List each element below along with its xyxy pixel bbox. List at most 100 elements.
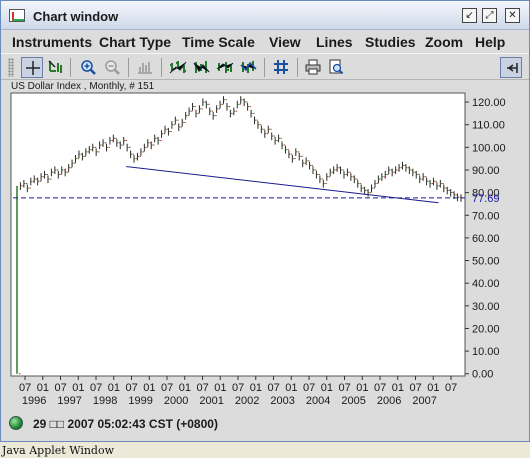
grid-toggle-button[interactable] bbox=[270, 57, 292, 78]
y-tick-label: 20.00 bbox=[472, 323, 500, 335]
bar-chart-button[interactable] bbox=[134, 57, 156, 78]
y-tick-label: 10.00 bbox=[472, 346, 500, 358]
title-bar[interactable]: Chart window ↙ ⤢ ✕ bbox=[1, 1, 529, 30]
x-year-label: 2005 bbox=[341, 395, 365, 407]
x-month-label: 01 bbox=[427, 382, 439, 394]
status-timestamp: 29 □□ 2007 05:02:43 CST (+0800) bbox=[33, 417, 218, 431]
dock-icon bbox=[507, 63, 518, 73]
y-tick-label: 70.00 bbox=[472, 210, 500, 222]
menu-instruments[interactable]: Instruments bbox=[12, 34, 93, 50]
bar-chart-icon bbox=[138, 62, 152, 74]
hlc-bars-icon bbox=[216, 62, 234, 73]
x-month-label: 07 bbox=[232, 382, 244, 394]
y-tick-label: 40.00 bbox=[472, 278, 500, 290]
x-month-label: 01 bbox=[250, 382, 262, 394]
x-year-label: 1998 bbox=[93, 395, 117, 407]
print-icon bbox=[305, 59, 321, 75]
crosshair-button[interactable] bbox=[21, 57, 43, 78]
toolbar-separator bbox=[161, 58, 162, 77]
x-year-label: 2007 bbox=[412, 395, 436, 407]
x-month-label: 01 bbox=[37, 382, 49, 394]
menu-zoom[interactable]: Zoom bbox=[425, 34, 464, 50]
x-month-label: 01 bbox=[392, 382, 404, 394]
x-year-label: 2001 bbox=[199, 395, 223, 407]
window-title: Chart window bbox=[33, 9, 119, 24]
x-month-label: 07 bbox=[197, 382, 209, 394]
x-month-label: 07 bbox=[445, 382, 457, 394]
x-year-label: 2004 bbox=[306, 395, 330, 407]
y-tick-label: 110.00 bbox=[472, 120, 505, 132]
x-month-label: 01 bbox=[143, 382, 155, 394]
menu-time-scale[interactable]: Time Scale bbox=[182, 34, 255, 50]
dock-button[interactable] bbox=[500, 57, 522, 78]
ohlc-bars-button[interactable] bbox=[166, 57, 188, 78]
candlestick-icon bbox=[193, 61, 210, 73]
menu-view[interactable]: View bbox=[269, 34, 301, 50]
toolbar-grip[interactable] bbox=[8, 58, 14, 77]
x-month-label: 07 bbox=[268, 382, 280, 394]
x-month-label: 07 bbox=[126, 382, 138, 394]
y-tick-label: 90.00 bbox=[472, 165, 500, 177]
chart-title: US Dollar Index , Monthly, # 151 bbox=[11, 81, 155, 92]
zoom-in-button[interactable] bbox=[77, 57, 99, 78]
x-month-label: 07 bbox=[90, 382, 102, 394]
menu-chart-type[interactable]: Chart Type bbox=[99, 34, 172, 50]
ohlc-bars-icon bbox=[169, 61, 187, 74]
close-icon[interactable]: ✕ bbox=[505, 8, 520, 23]
zoom-out-icon bbox=[105, 60, 120, 75]
chart-panel[interactable]: US Dollar Index , Monthly, # 151 120.00 1… bbox=[9, 81, 523, 409]
toolbar-separator bbox=[70, 58, 71, 77]
x-year-label: 2006 bbox=[377, 395, 401, 407]
chart-app-icon bbox=[9, 9, 25, 22]
x-month-label: 01 bbox=[214, 382, 226, 394]
trendline bbox=[126, 166, 439, 204]
maximize-icon[interactable]: ⤢ bbox=[482, 8, 497, 23]
menu-studies[interactable]: Studies bbox=[365, 34, 416, 50]
compare-bars-button[interactable] bbox=[237, 57, 259, 78]
menu-lines[interactable]: Lines bbox=[316, 34, 353, 50]
connection-status-icon bbox=[9, 416, 23, 430]
grid-icon bbox=[274, 60, 288, 74]
x-year-label: 2003 bbox=[270, 395, 294, 407]
y-tick-label: 60.00 bbox=[472, 233, 500, 245]
y-tick-label: 120.00 bbox=[472, 97, 506, 109]
x-month-label: 01 bbox=[72, 382, 84, 394]
zoom-in-icon bbox=[81, 60, 96, 75]
plot-area bbox=[10, 92, 466, 377]
toolbar-separator bbox=[128, 58, 129, 77]
y-tick-label: 80.00 bbox=[472, 188, 500, 200]
toolbar bbox=[1, 53, 529, 80]
x-month-label: 07 bbox=[161, 382, 173, 394]
x-year-label: 1999 bbox=[128, 395, 152, 407]
y-tick-label: 50.00 bbox=[472, 256, 500, 268]
y-tick-label: 100.00 bbox=[472, 142, 506, 154]
applet-warning-text: Java Applet Window bbox=[2, 444, 115, 457]
x-year-label: 1996 bbox=[22, 395, 46, 407]
x-month-label: 07 bbox=[374, 382, 386, 394]
print-button[interactable] bbox=[302, 57, 324, 78]
candlestick-button[interactable] bbox=[190, 57, 212, 78]
y-tick-label: 0.00 bbox=[472, 369, 493, 381]
x-month-label: 01 bbox=[321, 382, 333, 394]
draw-cursor-button[interactable] bbox=[44, 57, 66, 78]
x-month-label: 01 bbox=[179, 382, 191, 394]
zoom-out-button[interactable] bbox=[101, 57, 123, 78]
x-month-label: 07 bbox=[55, 382, 67, 394]
print-preview-button[interactable] bbox=[325, 57, 347, 78]
x-month-label: 01 bbox=[108, 382, 120, 394]
x-month-label: 01 bbox=[285, 382, 297, 394]
toolbar-separator bbox=[297, 58, 298, 77]
menu-help[interactable]: Help bbox=[475, 34, 506, 50]
minimize-icon[interactable]: ↙ bbox=[462, 8, 477, 23]
price-chart[interactable]: 120.00 110.00 100.00 90.00 80.00 70.00 60.00 50… bbox=[9, 81, 523, 409]
draw-cursor-icon bbox=[48, 60, 62, 73]
compare-bars-icon bbox=[240, 61, 257, 73]
y-tick-label: 30.00 bbox=[472, 301, 500, 313]
x-month-label: 07 bbox=[303, 382, 315, 394]
hlc-bars-button[interactable] bbox=[213, 57, 235, 78]
menu-bar: Instruments Chart Type Time Scale View L… bbox=[1, 31, 529, 53]
crosshair-icon bbox=[26, 61, 40, 75]
current-price-label: 77.69 bbox=[472, 193, 500, 205]
status-bar: 29 □□ 2007 05:02:43 CST (+0800) bbox=[1, 411, 529, 437]
applet-warning-bar: Java Applet Window bbox=[0, 442, 530, 458]
